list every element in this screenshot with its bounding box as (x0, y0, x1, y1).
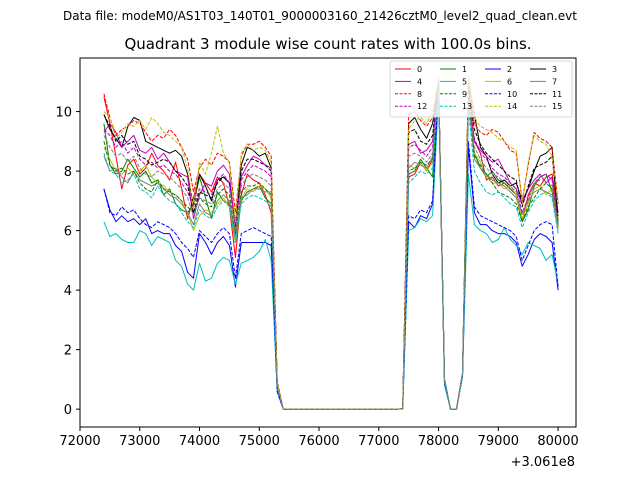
x-tick-label: 74000 (179, 434, 220, 449)
y-tick-label: 4 (64, 284, 72, 299)
legend-box (389, 60, 573, 118)
legend-label: 12 (417, 102, 427, 111)
x-tick-label: 80000 (537, 434, 578, 449)
legend-label: 5 (462, 77, 467, 86)
x-tick-label: 76000 (298, 434, 339, 449)
legend-label: 10 (507, 90, 517, 99)
x-tick-label: 77000 (358, 434, 399, 449)
series-line-11 (103, 81, 559, 410)
legend-label: 3 (552, 65, 557, 74)
x-tick-label: 78000 (418, 434, 459, 449)
plot-frame (79, 57, 577, 428)
legend-label: 14 (507, 102, 517, 111)
y-tick-label: 8 (64, 165, 72, 180)
y-tick-label: 10 (55, 106, 72, 121)
x-tick-label: 75000 (239, 434, 280, 449)
series-layer (103, 75, 559, 410)
legend-label: 0 (417, 65, 422, 74)
legend-label: 4 (417, 77, 422, 86)
legend-label: 11 (552, 90, 562, 99)
legend-label: 15 (552, 102, 562, 111)
x-tick-label: 72000 (59, 434, 100, 449)
figure-suptitle: Data file: modeM0/AS1T03_140T01_90000031… (63, 9, 577, 23)
x-tick-label: 73000 (119, 434, 160, 449)
x-tick-label: 79000 (478, 434, 519, 449)
legend-label: 13 (462, 102, 472, 111)
x-offset-label: +3.061e8 (511, 455, 575, 470)
legend-label: 6 (507, 77, 512, 86)
y-axis-ticks: 0 2 4 6 8 10 (55, 106, 80, 418)
legend-label: 1 (462, 65, 467, 74)
series-line-12 (103, 81, 559, 410)
legend-label: 7 (552, 77, 557, 86)
legend-label: 8 (417, 90, 422, 99)
y-tick-label: 0 (64, 403, 72, 418)
series-line-15 (103, 81, 559, 410)
y-tick-label: 6 (64, 225, 72, 240)
y-tick-label: 2 (64, 344, 72, 359)
x-axis-ticks: 72000 73000 74000 75000 76000 77000 78000 79000… (59, 427, 579, 449)
legend-label: 2 (507, 65, 512, 74)
chart-title: Quadrant 3 module wise count rates with … (124, 35, 531, 53)
legend-label: 9 (462, 90, 467, 99)
